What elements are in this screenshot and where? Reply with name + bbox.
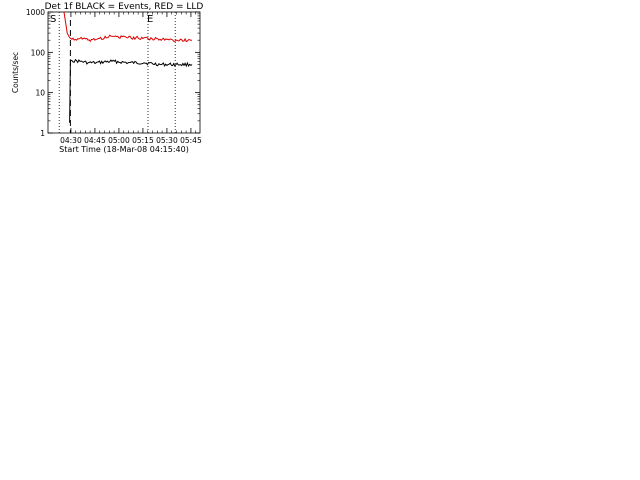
x-axis-label: Start Time (18-Mar-08 04:15:40) — [59, 145, 189, 154]
y-tick-label: 1000 — [26, 8, 45, 17]
end-marker: E — [147, 14, 153, 25]
start-marker: S — [50, 14, 56, 25]
x-tick-label: 05:00 — [108, 136, 130, 145]
x-tick-label: 05:30 — [156, 136, 178, 145]
lld-series-line — [63, 11, 193, 43]
events-series-line — [69, 58, 193, 123]
y-tick-label: 10 — [35, 89, 45, 98]
y-axis-label: Counts/sec — [11, 52, 20, 93]
x-tick-label: 04:45 — [84, 136, 106, 145]
y-tick-label: 100 — [31, 48, 46, 57]
x-tick-label: 05:15 — [132, 136, 154, 145]
y-tick-label: 1 — [40, 129, 45, 138]
panel-title: Det 1f BLACK = Events, RED = LLD — [45, 2, 204, 12]
x-tick-label: 05:45 — [180, 136, 202, 145]
x-tick-label: 04:30 — [60, 136, 82, 145]
